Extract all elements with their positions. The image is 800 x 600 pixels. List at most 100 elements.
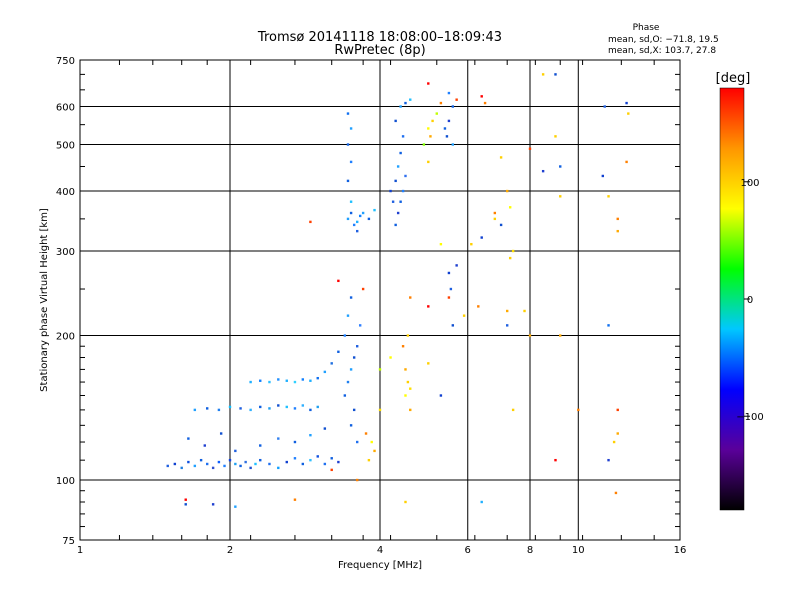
- data-point: [293, 380, 297, 384]
- data-point: [447, 119, 451, 123]
- x-tick-label: 10: [572, 545, 585, 556]
- y-tick-label: 750: [56, 56, 75, 67]
- legend-line-o: mean, sd,O: −71.8, 19.5: [608, 35, 719, 45]
- data-point: [309, 433, 312, 437]
- x-tick-label: 8: [527, 545, 533, 556]
- data-point: [277, 378, 280, 381]
- data-point: [337, 350, 340, 353]
- data-point: [355, 440, 359, 444]
- data-point: [316, 455, 319, 458]
- data-point: [445, 135, 449, 138]
- data-point: [541, 169, 545, 173]
- data-point: [505, 189, 509, 193]
- data-point: [355, 229, 359, 233]
- x-tick-labels: 1 2 4 6 8 10 16: [77, 545, 687, 556]
- data-point: [268, 407, 271, 410]
- colorbar-label: [deg]: [716, 71, 751, 86]
- data-point: [277, 437, 280, 440]
- data-points: [166, 73, 630, 508]
- data-point: [462, 314, 466, 317]
- data-point: [285, 405, 288, 409]
- data-point: [301, 404, 305, 407]
- data-point: [451, 143, 455, 146]
- data-point: [323, 462, 327, 466]
- data-point: [477, 305, 480, 308]
- y-tick-label: 200: [56, 332, 75, 343]
- y-tick-label: 75: [62, 536, 75, 547]
- data-point: [337, 279, 340, 283]
- data-point: [352, 223, 356, 227]
- data-point: [625, 160, 628, 164]
- data-point: [361, 287, 365, 291]
- x-axis-label: Frequency [MHz]: [338, 560, 422, 571]
- data-point: [301, 378, 305, 381]
- data-point: [554, 73, 557, 76]
- data-point: [349, 211, 353, 215]
- data-point: [358, 324, 362, 327]
- data-point: [396, 211, 400, 215]
- data-point: [199, 458, 203, 462]
- data-point: [541, 73, 545, 76]
- data-point: [409, 387, 412, 390]
- chart-title: Tromsø 20141118 18:08:00–18:09:43: [257, 30, 502, 45]
- data-point: [234, 505, 237, 508]
- data-point: [559, 195, 562, 198]
- data-point: [330, 362, 333, 365]
- data-point: [409, 296, 412, 299]
- data-point: [399, 151, 402, 155]
- data-point: [349, 424, 353, 427]
- data-point: [249, 408, 252, 412]
- data-point: [439, 101, 443, 105]
- x-tick-label: 2: [227, 545, 233, 556]
- data-point: [349, 296, 353, 299]
- data-point: [259, 405, 262, 409]
- data-point: [404, 394, 407, 397]
- data-point: [285, 460, 288, 464]
- data-point: [493, 217, 497, 221]
- colorbar-tick-label: 0: [747, 295, 753, 306]
- data-point: [277, 404, 280, 407]
- data-point: [378, 368, 382, 371]
- data-point: [323, 370, 327, 374]
- data-point: [211, 503, 215, 506]
- data-point: [439, 242, 443, 246]
- data-point: [401, 135, 405, 138]
- data-point: [505, 309, 509, 313]
- data-point: [367, 458, 371, 462]
- data-point: [455, 98, 458, 101]
- data-point: [396, 165, 400, 168]
- data-point: [373, 208, 376, 212]
- data-point: [447, 296, 451, 299]
- data-point: [316, 376, 319, 380]
- data-point: [184, 498, 187, 501]
- data-point: [427, 82, 430, 85]
- chart-subtitle: RwPretec (8p): [334, 43, 425, 58]
- data-point: [254, 462, 257, 466]
- data-point: [508, 256, 512, 260]
- data-point: [309, 379, 312, 382]
- data-point: [499, 156, 503, 159]
- data-point: [483, 101, 487, 105]
- data-point: [401, 345, 405, 348]
- data-point: [346, 217, 350, 221]
- data-point: [217, 408, 221, 412]
- data-point: [554, 135, 557, 138]
- data-point: [361, 211, 365, 215]
- data-point: [244, 460, 247, 464]
- data-point: [394, 179, 397, 183]
- x-tick-label: 16: [674, 545, 687, 556]
- data-point: [493, 211, 497, 215]
- grid-layer: [80, 60, 680, 540]
- data-point: [203, 444, 206, 447]
- data-point: [451, 105, 455, 108]
- data-point: [480, 236, 483, 239]
- data-point: [173, 462, 177, 466]
- data-point: [259, 458, 262, 462]
- legend-title: Phase: [633, 23, 660, 33]
- data-point: [427, 160, 430, 164]
- data-point: [480, 500, 483, 504]
- data-point: [394, 119, 397, 123]
- data-point: [364, 432, 368, 435]
- data-point: [316, 405, 319, 409]
- data-point: [404, 174, 407, 178]
